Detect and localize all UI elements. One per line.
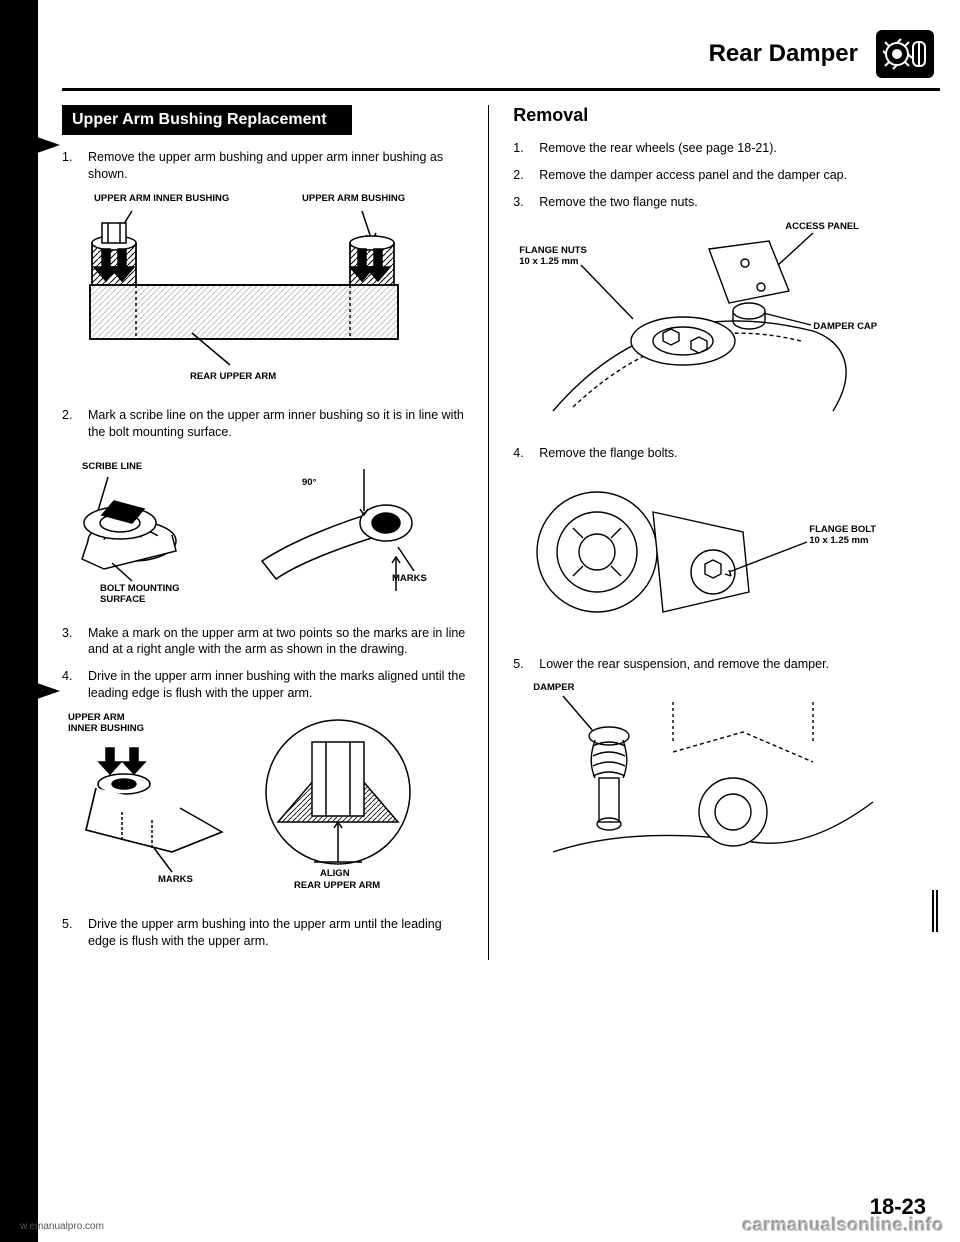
left-steps: Make a mark on the upper arm at two poin… bbox=[62, 625, 470, 703]
fig-label: SCRIBE LINE bbox=[82, 461, 142, 472]
page-title: Rear Damper bbox=[709, 40, 858, 68]
step: Drive the upper arm bushing into the upp… bbox=[62, 916, 470, 950]
left-column: Upper Arm Bushing Replacement Remove the… bbox=[62, 105, 489, 960]
fig-label: FLANGE NUTS 10 x 1.25 mm bbox=[519, 245, 587, 267]
fig-label: BOLT MOUNTING SURFACE bbox=[100, 583, 180, 605]
fig-label: REAR UPPER ARM bbox=[294, 880, 380, 891]
step: Remove the rear wheels (see page 18-21). bbox=[513, 140, 940, 157]
right-steps: Remove the flange bolts. bbox=[513, 445, 940, 462]
right-steps: Lower the rear suspension, and remove th… bbox=[513, 656, 940, 673]
watermark: carmanualsonline.info bbox=[742, 1215, 944, 1236]
fig-label: ALIGN bbox=[320, 868, 350, 879]
fig-label: UPPER ARM INNER BUSHING bbox=[68, 712, 144, 734]
page-content: Rear Damper Upper Arm Bushing Replacemen… bbox=[62, 30, 940, 1222]
page-header: Rear Damper bbox=[62, 30, 940, 78]
left-steps: Mark a scribe line on the upper arm inne… bbox=[62, 407, 470, 441]
step: Remove the two flange nuts. bbox=[513, 194, 940, 211]
right-column: Removal Remove the rear wheels (see page… bbox=[513, 105, 940, 960]
fig-label: DAMPER bbox=[533, 682, 574, 693]
step: Mark a scribe line on the upper arm inne… bbox=[62, 407, 470, 441]
header-rule bbox=[62, 88, 940, 91]
right-steps: Remove the rear wheels (see page 18-21).… bbox=[513, 140, 940, 211]
fig-label: MARKS bbox=[392, 573, 427, 584]
figure-align: UPPER ARM INNER BUSHING bbox=[62, 712, 470, 902]
step: Remove the flange bolts. bbox=[513, 445, 940, 462]
section-heading: Removal bbox=[513, 105, 940, 126]
step: Drive in the upper arm inner bushing wit… bbox=[62, 668, 470, 702]
step: Make a mark on the upper arm at two poin… bbox=[62, 625, 470, 659]
two-column-layout: Upper Arm Bushing Replacement Remove the… bbox=[62, 105, 940, 960]
left-steps: Remove the upper arm bushing and upper a… bbox=[62, 149, 470, 183]
binding-edge bbox=[0, 0, 38, 1242]
fig-label: UPPER ARM BUSHING bbox=[302, 193, 405, 204]
footer-source: w.emanualpro.com bbox=[20, 1221, 104, 1232]
fig-label: UPPER ARM INNER BUSHING bbox=[94, 193, 229, 204]
figure-flange-bolt: FLANGE BOLT 10 x 1.25 mm bbox=[513, 472, 940, 642]
fig-label: ACCESS PANEL bbox=[785, 221, 859, 232]
fig-label: MARKS bbox=[158, 874, 193, 885]
figure-upper-arm: UPPER ARM INNER BUSHING UPPER ARM BUSHIN… bbox=[62, 193, 470, 393]
section-heading: Upper Arm Bushing Replacement bbox=[62, 105, 352, 135]
step: Remove the damper access panel and the d… bbox=[513, 167, 940, 184]
figure-scribe: SCRIBE LINE 90° bbox=[62, 451, 470, 611]
fig-label: 90° bbox=[302, 477, 316, 488]
fig-label: REAR UPPER ARM bbox=[190, 371, 276, 382]
step: Remove the upper arm bushing and upper a… bbox=[62, 149, 470, 183]
figure-damper: DAMPER bbox=[513, 682, 940, 872]
section-icon bbox=[876, 30, 934, 78]
fig-label: DAMPER CAP bbox=[813, 321, 877, 332]
fig-label: FLANGE BOLT 10 x 1.25 mm bbox=[809, 524, 876, 546]
edge-mark bbox=[932, 890, 938, 932]
step: Lower the rear suspension, and remove th… bbox=[513, 656, 940, 673]
figure-access-panel: ACCESS PANEL FLANGE NUTS 10 x 1.25 mm DA… bbox=[513, 221, 940, 431]
left-steps: Drive the upper arm bushing into the upp… bbox=[62, 916, 470, 950]
